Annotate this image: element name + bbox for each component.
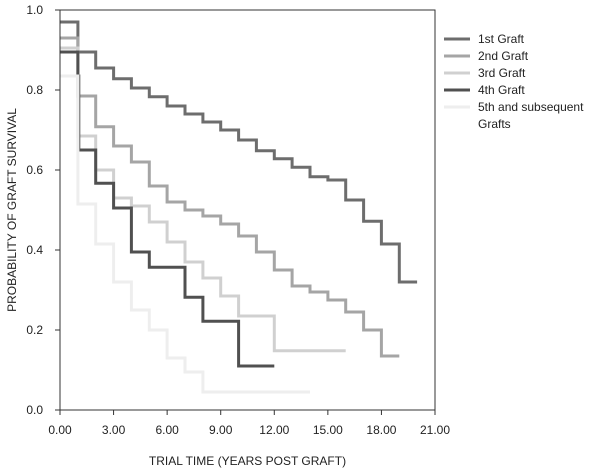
series-line-2 — [60, 36, 400, 358]
series-line-5 — [60, 74, 310, 394]
x-tick-label: 9.00 — [209, 423, 233, 437]
legend-label-line: 2nd Graft — [478, 49, 529, 63]
x-tick-label: 0.00 — [48, 423, 72, 437]
y-tick-label: 0.4 — [26, 243, 43, 257]
x-tick-label: 6.00 — [155, 423, 179, 437]
legend-label-3: 3rd Graft — [478, 66, 526, 80]
legend-label-4: 4th Graft — [478, 83, 525, 97]
series-layer — [60, 20, 418, 394]
x-tick-label: 21.00 — [420, 423, 450, 437]
legend: 1st Graft 2nd Graft 3rd Graft 4th Graft 5th … — [444, 32, 584, 131]
legend-label-line: 5th and subsequent — [478, 100, 584, 114]
y-tick-label: 1.0 — [26, 3, 43, 17]
legend-label-line: 3rd Graft — [478, 66, 526, 80]
plot-frame — [59, 9, 436, 411]
legend-label-line: 4th Graft — [478, 83, 525, 97]
legend-label-2: 2nd Graft — [478, 49, 529, 63]
axis-ticks: 0.00 3.00 6.00 9.00 12.00 15.00 18.00 21.00 0.0 0… — [26, 3, 450, 437]
y-tick-label: 0.2 — [26, 323, 43, 337]
legend-label-1: 1st Graft — [478, 32, 525, 46]
y-tick-label: 0.0 — [26, 403, 43, 417]
x-tick-label: 3.00 — [102, 423, 126, 437]
y-tick-label: 0.8 — [26, 83, 43, 97]
legend-label-line: Grafts — [478, 117, 511, 131]
series-line-1 — [60, 20, 418, 284]
legend-label-5: 5th and subsequent Grafts — [478, 100, 584, 131]
legend-label-line: 1st Graft — [478, 32, 525, 46]
x-tick-label: 15.00 — [313, 423, 343, 437]
x-tick-label: 12.00 — [259, 423, 289, 437]
x-tick-label: 18.00 — [366, 423, 396, 437]
x-axis-label: TRIAL TIME (YEARS POST GRAFT) — [149, 454, 346, 468]
y-tick-label: 0.6 — [26, 163, 43, 177]
y-axis-label: PROBABILITY OF GRAFT SURVIVAL — [5, 108, 19, 312]
